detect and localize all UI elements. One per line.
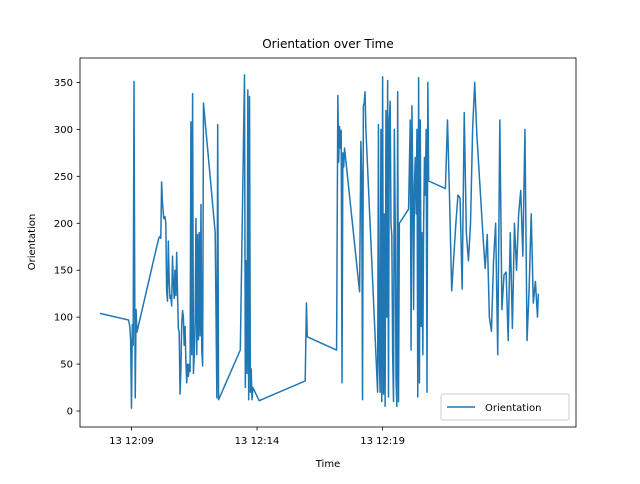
y-tick-label: 300 (54, 125, 73, 136)
y-tick-label: 200 (54, 219, 73, 230)
x-tick-label: 13 12:09 (109, 436, 154, 447)
legend-box (440, 393, 570, 421)
legend: Orientation (440, 393, 570, 421)
plot-area (80, 58, 576, 427)
series-line-orientation (99, 74, 540, 409)
x-axis: 13 12:09 13 12:14 13 12:19 (109, 427, 405, 447)
legend-label: Orientation (485, 403, 541, 414)
x-tick-label: 13 12:19 (360, 436, 405, 447)
y-tick-label: 0 (67, 407, 73, 418)
y-tick-label: 100 (54, 313, 73, 324)
x-axis-label: Time (315, 459, 340, 470)
y-axis: 0 50 100 150 200 250 300 350 (54, 78, 80, 418)
y-tick-label: 250 (54, 172, 73, 183)
chart-title: Orientation over Time (262, 37, 394, 51)
plot-frame (79, 57, 577, 428)
y-tick-label: 150 (54, 266, 73, 277)
x-tick-label: 13 12:14 (235, 436, 280, 447)
y-axis-label: Orientation (27, 214, 38, 270)
y-tick-label: 50 (60, 360, 73, 371)
series-group (99, 74, 540, 409)
y-tick-label: 350 (54, 78, 73, 89)
